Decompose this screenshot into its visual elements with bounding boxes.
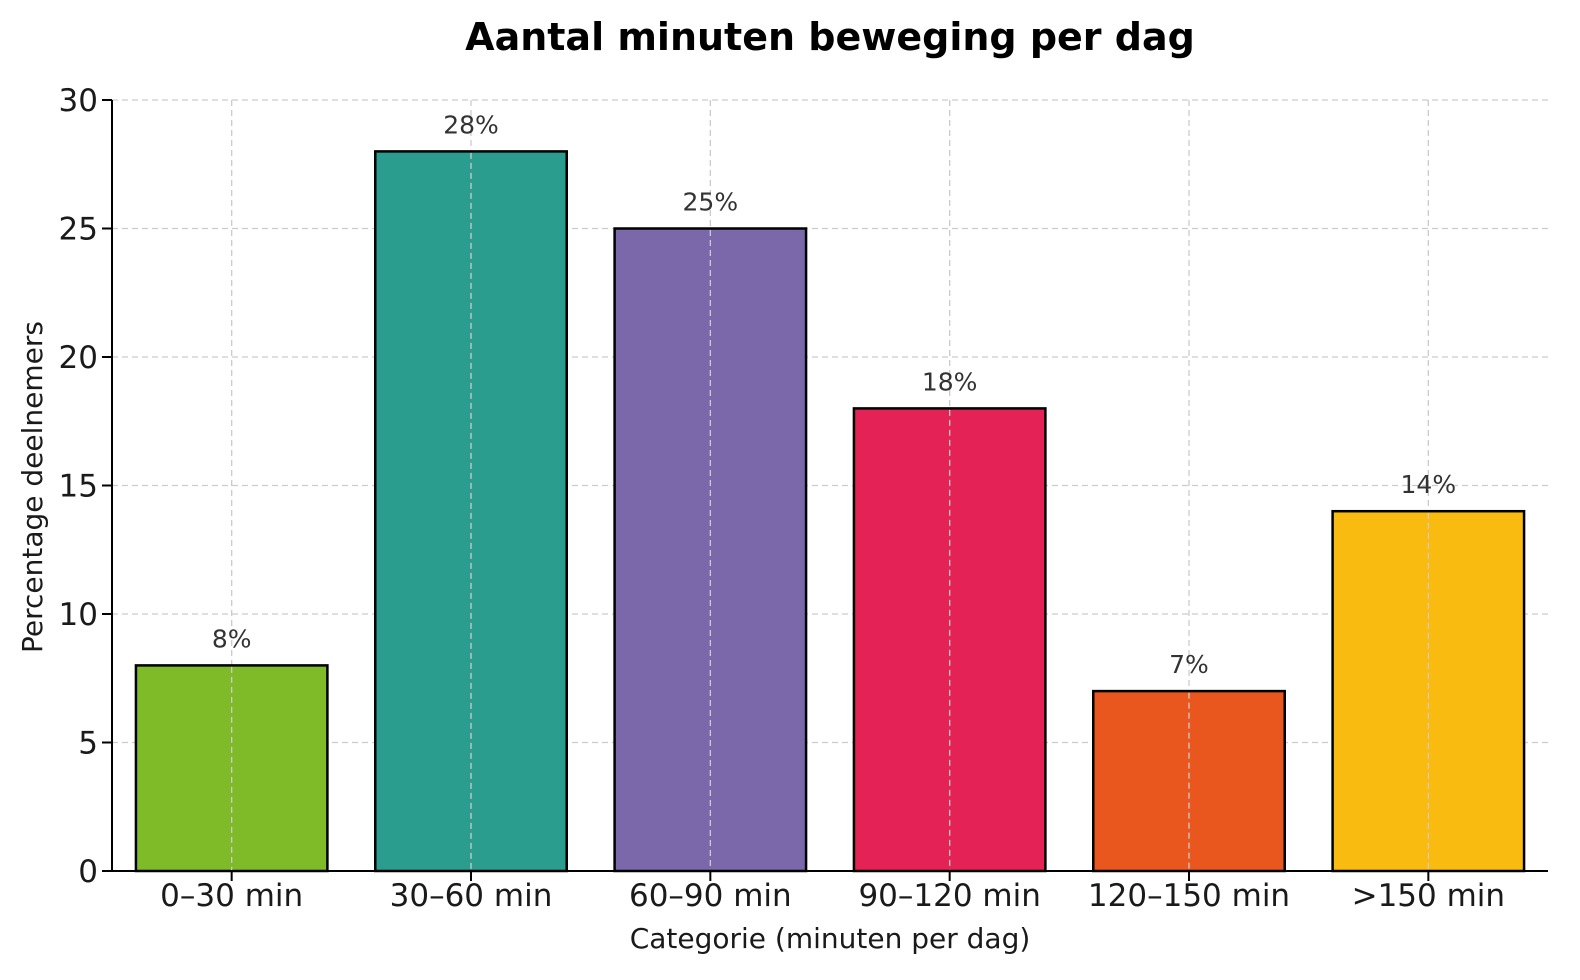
data-label-3: 18%	[922, 367, 978, 396]
bars	[134, 150, 1526, 873]
y-tick-label: 20	[59, 340, 98, 376]
bar-4	[1092, 689, 1286, 873]
x-tick-label: >150 min	[1352, 878, 1505, 914]
y-tick-label: 30	[59, 83, 98, 119]
chart-title: Aantal minuten beweging per dag	[465, 15, 1195, 59]
x-tick-label: 120–150 min	[1088, 878, 1290, 914]
data-label-4: 7%	[1169, 650, 1209, 679]
data-label-2: 25%	[683, 188, 739, 217]
x-tick-label: 60–90 min	[629, 878, 792, 914]
bar-5	[1331, 509, 1526, 873]
x-tick-label: 0–30 min	[160, 878, 303, 914]
axes	[102, 99, 1548, 881]
y-tick-label: 15	[59, 469, 98, 505]
data-label-5: 14%	[1401, 470, 1457, 499]
data-labels: 8% 28% 25% 18% 7% 14%	[212, 110, 1456, 679]
x-tick-label: 90–120 min	[858, 878, 1040, 914]
data-label-0: 8%	[212, 624, 252, 653]
data-label-1: 28%	[443, 110, 499, 139]
y-tick-label: 10	[59, 597, 98, 633]
y-tick-label: 0	[78, 854, 98, 890]
x-tick-label: 30–60 min	[390, 878, 553, 914]
y-axis-label: Percentage deelnemers	[16, 321, 49, 653]
x-axis-label: Categorie (minuten per dag)	[630, 922, 1031, 955]
y-tick-label: 5	[78, 726, 98, 762]
tick-labels: 0 5 10 15 20 25 30 0–30 min 30–60 min 60–90 min 90…	[59, 83, 1506, 914]
y-tick-label: 25	[59, 212, 98, 248]
